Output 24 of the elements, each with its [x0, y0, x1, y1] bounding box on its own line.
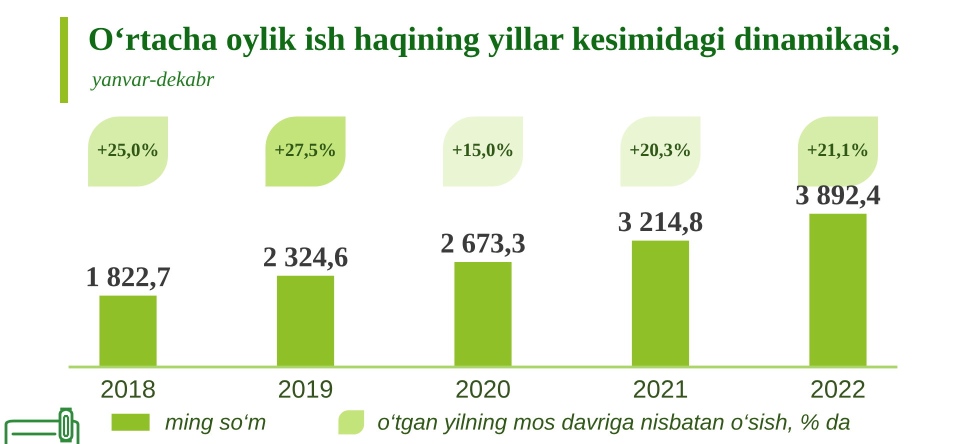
bar	[98, 294, 158, 367]
legend-label: ming so‘m	[165, 414, 266, 434]
x-tick-label: 2022	[811, 380, 865, 398]
data-label: 3 892,4	[796, 185, 880, 209]
data-label: 3 214,8	[618, 212, 702, 236]
x-tick-label: 2019	[278, 380, 332, 398]
data-label: +27,5%	[275, 144, 335, 159]
data-label: +15,0%	[452, 144, 512, 159]
x-tick-label: 2020	[456, 380, 510, 398]
bar	[276, 274, 336, 367]
data-label: +25,0%	[98, 144, 158, 159]
bar	[453, 260, 513, 367]
data-label: 1 822,7	[88, 267, 170, 290]
legend-label: o‘tgan yilning mos davriga nisbatan o‘sish, % da	[378, 414, 850, 434]
x-tick-label: 2021	[634, 380, 688, 398]
bar	[808, 212, 868, 367]
chart-subtitle: yanvar-dekabr	[90, 72, 214, 90]
data-label: +21,1%	[808, 144, 868, 159]
chart-title: O‘rtacha oylik ish haqining yillar kesimidagi dinamikasi,	[90, 26, 898, 58]
data-label: 2 673,3	[441, 234, 525, 257]
data-label: +20,3%	[630, 144, 690, 159]
data-label: 2 324,6	[264, 247, 348, 271]
x-tick-label: 2018	[101, 380, 155, 398]
bar	[630, 239, 690, 367]
